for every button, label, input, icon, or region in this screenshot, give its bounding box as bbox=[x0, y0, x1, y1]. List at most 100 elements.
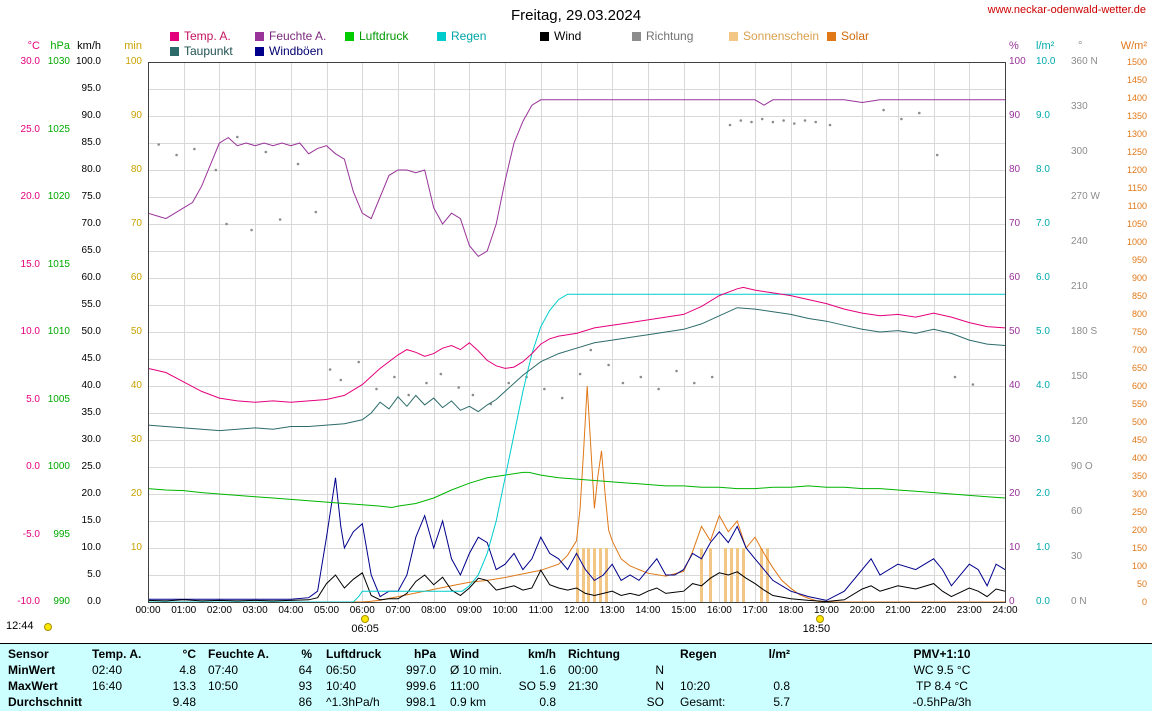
axis-unit-min: min bbox=[124, 39, 142, 52]
axis-tick-wm2: 250 bbox=[1131, 506, 1147, 517]
x-tick-label: 16:00 bbox=[706, 605, 732, 616]
stats-header-cell: Regen bbox=[680, 647, 717, 661]
axis-tick-deg: 300 bbox=[1071, 146, 1088, 157]
axis-tick-wm2: 1150 bbox=[1127, 182, 1147, 193]
axis-tick-wm2: 1200 bbox=[1126, 164, 1147, 175]
axis-tick-min: 80 bbox=[130, 164, 142, 175]
axis-tick-pct: 60 bbox=[1009, 272, 1021, 283]
stats-cell: TP 8.4 °C bbox=[916, 679, 968, 693]
axis-tick-c: 25.0 bbox=[20, 123, 40, 135]
stats-header-cell: Luftdruck bbox=[326, 647, 382, 661]
axis-tick-kmh: 100.0 bbox=[75, 56, 101, 67]
legend-item: Luftdruck bbox=[345, 30, 408, 42]
stats-header-cell: % bbox=[301, 647, 312, 661]
x-tick-label: 05:00 bbox=[314, 605, 340, 616]
axis-tick-c: -10.0 bbox=[17, 596, 40, 607]
axis-tick-pct: 40 bbox=[1009, 380, 1021, 391]
legend-item: Temp. A. bbox=[170, 30, 231, 42]
stats-header-cell: km/h bbox=[527, 647, 556, 661]
legend-item: Windböen bbox=[255, 45, 323, 57]
axis-tick-kmh: 20.0 bbox=[81, 488, 101, 499]
axis-tick-kmh: 65.0 bbox=[81, 245, 101, 256]
axis-tick-min: 30 bbox=[130, 434, 142, 445]
x-tick-label: 23:00 bbox=[956, 605, 982, 616]
stats-header-cell bbox=[640, 646, 668, 662]
axis-tick-c: 5.0 bbox=[26, 393, 40, 405]
axis-tick-c: 15.0 bbox=[20, 258, 40, 270]
axis-tick-deg: 120 bbox=[1071, 416, 1088, 427]
axis-tick-wm2: 1350 bbox=[1126, 110, 1147, 121]
sun-icon bbox=[816, 615, 825, 623]
axis-tick-hpa: 1030 bbox=[47, 56, 70, 67]
weather-plot bbox=[147, 62, 1006, 603]
stats-cell: Ø 10 min. bbox=[450, 663, 503, 677]
site-link[interactable]: www.neckar-odenwald-wetter.de bbox=[987, 4, 1146, 16]
axis-tick-kmh: 10.0 bbox=[81, 542, 101, 553]
x-tick-label: 01:00 bbox=[171, 605, 197, 616]
axis-tick-kmh: 35.0 bbox=[81, 407, 101, 418]
axis-tick-wm2: 900 bbox=[1131, 272, 1147, 283]
stats-table: Sensor Temp. A. °C Feuchte A.% Luftdruck hPa W… bbox=[0, 643, 1152, 711]
stats-cell: 10:40 bbox=[326, 679, 357, 693]
axis-tick-wm2: 400 bbox=[1131, 452, 1147, 463]
axis-tick-wm2: 1000 bbox=[1126, 236, 1147, 247]
legend-color-chip bbox=[729, 31, 738, 41]
stats-cell: MaxWert bbox=[8, 679, 58, 693]
axis-tick-wm2: 1250 bbox=[1126, 146, 1147, 157]
axis-tick-kmh: 25.0 bbox=[81, 461, 101, 472]
stats-cell: 13.3 bbox=[172, 679, 196, 693]
axis-tick-kmh: 50.0 bbox=[81, 326, 101, 337]
axis-tick-deg: 210 bbox=[1071, 281, 1088, 292]
axis-tick-hpa: 1010 bbox=[47, 326, 70, 337]
stats-header-cell: °C bbox=[182, 647, 196, 661]
legend-label: Sonnenschein bbox=[743, 29, 820, 43]
axis-tick-pct: 50 bbox=[1009, 326, 1021, 337]
axis-tick-hpa: 995 bbox=[53, 528, 70, 540]
legend-label: Taupunkt bbox=[184, 44, 233, 58]
legend-label: Windböen bbox=[269, 44, 324, 58]
axis-tick-kmh: 5.0 bbox=[87, 569, 101, 580]
stats-cell: N bbox=[655, 679, 664, 693]
x-tick-label: 13:00 bbox=[599, 605, 625, 616]
axis-tick-deg: 270 W bbox=[1071, 191, 1100, 202]
legend-item: Richtung bbox=[632, 30, 693, 42]
x-tick-label: 12:00 bbox=[563, 605, 590, 616]
axis-tick-min: 20 bbox=[130, 488, 142, 499]
axis-tick-deg: 30 bbox=[1071, 551, 1083, 562]
axis-tick-wm2: 100 bbox=[1131, 560, 1147, 571]
x-tick-label: 07:00 bbox=[385, 605, 411, 616]
x-tick-label: 11:00 bbox=[528, 605, 553, 616]
stats-cell: 1.6 bbox=[539, 663, 556, 677]
sunrise-time: 06:05 bbox=[351, 623, 379, 635]
axis-tick-hpa: 1000 bbox=[47, 461, 70, 472]
stats-cell: 998.1 bbox=[405, 695, 436, 709]
stats-cell: MinWert bbox=[8, 663, 56, 677]
axis-tick-kmh: 55.0 bbox=[81, 299, 101, 310]
axis-unit-deg: ° bbox=[1078, 39, 1083, 52]
axis-tick-kmh: 40.0 bbox=[81, 380, 101, 391]
stats-header-cell: PMV+1:10 bbox=[913, 647, 971, 661]
sun-icon bbox=[361, 615, 370, 623]
axis-tick-wm2: 50 bbox=[1136, 578, 1147, 589]
axis-tick-wm2: 200 bbox=[1131, 524, 1147, 535]
axis-tick-min: 60 bbox=[130, 272, 142, 283]
stats-header-cell: hPa bbox=[413, 647, 436, 661]
legend-color-chip bbox=[632, 31, 641, 41]
axis-tick-min: 100 bbox=[125, 56, 142, 67]
axis-tick-lm2: 8.0 bbox=[1036, 164, 1050, 175]
axis-tick-pct: 0 bbox=[1009, 596, 1015, 607]
axis-tick-pct: 70 bbox=[1009, 218, 1021, 229]
axis-tick-min: 50 bbox=[130, 326, 142, 337]
legend-color-chip bbox=[540, 31, 549, 41]
legend-color-chip bbox=[437, 31, 446, 41]
stats-cell: SO bbox=[646, 695, 664, 709]
axis-tick-kmh: 95.0 bbox=[81, 83, 101, 94]
legend-color-chip bbox=[170, 46, 179, 56]
stats-cell: SO 5.9 bbox=[518, 679, 556, 693]
stats-header-cell: Temp. A. bbox=[92, 647, 142, 661]
stats-cell bbox=[200, 694, 282, 710]
stats-header-cell: Sensor bbox=[8, 647, 49, 661]
axis-tick-c: 30.0 bbox=[20, 56, 40, 67]
axis-tick-c: 0.0 bbox=[26, 461, 40, 472]
